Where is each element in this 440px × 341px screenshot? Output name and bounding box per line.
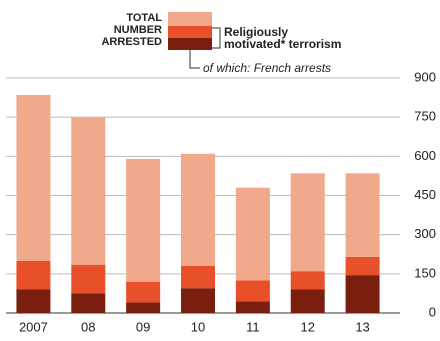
legend-swatch	[168, 38, 212, 50]
bar-segment	[16, 289, 51, 313]
bar-segment	[181, 266, 215, 289]
bar-segment	[126, 281, 161, 303]
legend-label: Religiously motivated* terrorism	[224, 25, 342, 51]
legend-bracket	[189, 50, 200, 69]
bar-segment	[290, 289, 325, 313]
y-tick-label: 450	[414, 187, 436, 202]
bar-segment	[71, 264, 106, 294]
x-tick-label: 2007	[19, 319, 48, 334]
bar-segment	[16, 94, 51, 261]
x-tick-label: 08	[81, 319, 95, 334]
bar-segment	[126, 302, 161, 313]
bar-segment	[126, 158, 161, 282]
legend-label: of which: French arrests	[203, 61, 332, 75]
y-tick-label: 600	[414, 148, 436, 163]
bar-segment	[71, 117, 106, 265]
bar-segment	[235, 301, 270, 313]
bar-segment	[71, 293, 106, 313]
x-tick-label: 13	[355, 319, 369, 334]
x-tick-label: 12	[300, 319, 314, 334]
y-tick-label: 900	[414, 69, 436, 84]
bar-segment	[345, 173, 380, 257]
y-tick-label: 300	[414, 226, 436, 241]
y-tick-label: 0	[429, 304, 436, 319]
bar-segment	[181, 153, 215, 266]
bar-segment	[290, 173, 325, 272]
bar-segment	[235, 280, 270, 302]
bar-segment	[345, 275, 380, 313]
bar-segment	[345, 256, 380, 276]
y-tick-label: 150	[414, 265, 436, 280]
legend-swatch	[168, 26, 212, 38]
legend-label: TOTAL NUMBER ARRESTED	[101, 12, 162, 48]
legend-swatch	[168, 12, 212, 26]
legend-bracket	[212, 27, 221, 49]
x-tick-label: 11	[246, 319, 260, 334]
x-tick-label: 10	[191, 319, 205, 334]
bar-segment	[290, 271, 325, 290]
y-tick-label: 750	[414, 109, 436, 124]
bar-segment	[181, 288, 215, 313]
x-tick-label: 09	[136, 319, 150, 334]
bar-segment	[235, 187, 270, 281]
bar-segment	[16, 260, 51, 290]
